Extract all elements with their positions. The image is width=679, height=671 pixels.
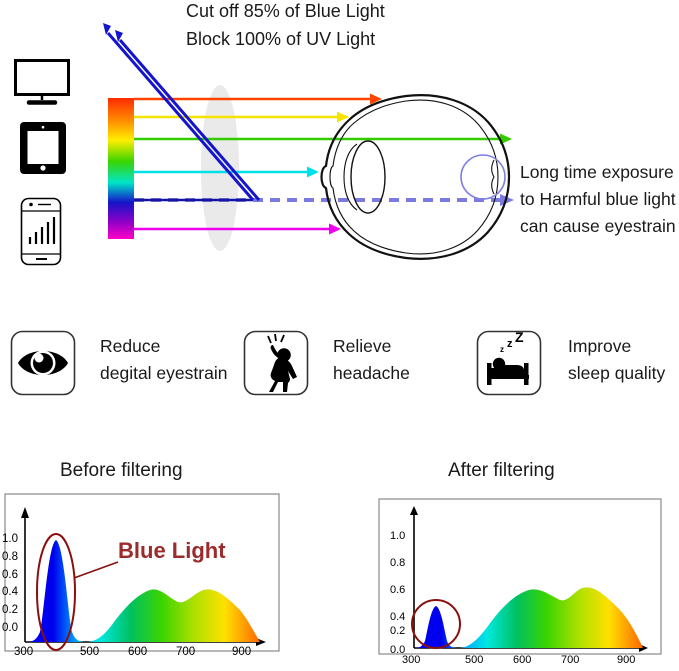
svg-text:1.0: 1.0 [390, 530, 405, 542]
svg-text:Blue Light: Blue Light [118, 538, 226, 563]
svg-text:0.6: 0.6 [390, 584, 405, 596]
svg-text:0.8: 0.8 [390, 557, 405, 569]
svg-text:0.4: 0.4 [390, 611, 405, 623]
svg-text:300: 300 [14, 646, 33, 658]
svg-text:0.8: 0.8 [2, 551, 18, 563]
svg-text:0.6: 0.6 [2, 569, 18, 581]
svg-text:1.0: 1.0 [2, 533, 18, 545]
svg-text:700: 700 [176, 646, 195, 658]
svg-text:0.2: 0.2 [2, 604, 18, 616]
svg-text:300: 300 [402, 654, 420, 666]
svg-text:900: 900 [617, 654, 635, 666]
svg-text:0.2: 0.2 [390, 625, 405, 637]
svg-text:500: 500 [80, 646, 99, 658]
svg-text:600: 600 [513, 654, 531, 666]
svg-text:900: 900 [232, 646, 251, 658]
svg-text:0.0: 0.0 [2, 622, 18, 634]
svg-text:600: 600 [128, 646, 147, 658]
svg-text:700: 700 [561, 654, 579, 666]
svg-text:500: 500 [465, 654, 483, 666]
svg-text:0.4: 0.4 [2, 586, 19, 598]
